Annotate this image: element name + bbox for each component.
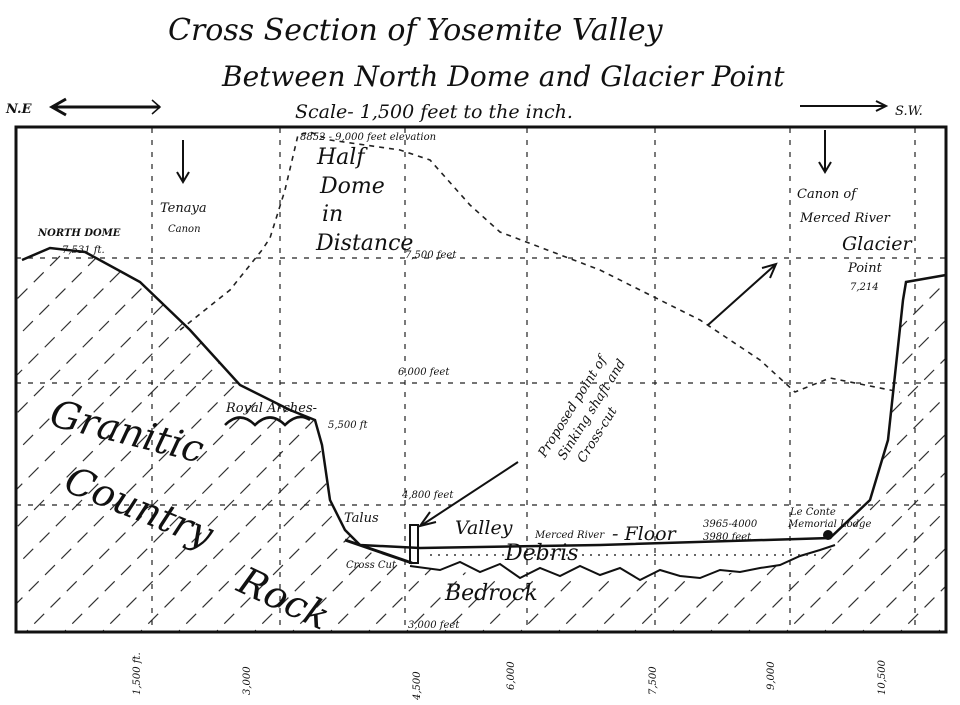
- merced-arrow-icon: [818, 130, 832, 174]
- hatch-line: [16, 248, 115, 632]
- royal-arches-label: Royal Arches-: [225, 401, 317, 416]
- tenaya-arrow-icon: [176, 140, 190, 184]
- x-tick: 6,000: [506, 661, 517, 690]
- hatch-line: [739, 248, 946, 632]
- cross-cut-label: Cross Cut: [346, 560, 397, 571]
- x-tick: 9,000: [766, 661, 777, 690]
- x-tick: 10,500: [877, 659, 888, 695]
- hatch-line: [169, 248, 571, 632]
- half-dome-elevation: 8852 - 9,000 feet elevation: [300, 132, 436, 143]
- hatch-line: [625, 248, 946, 632]
- floor-elevation-1: 3965-4000: [703, 519, 758, 530]
- scale-label: Scale- 1,500 feet to the inch.: [295, 101, 573, 123]
- hatch-line: [549, 248, 946, 632]
- glacier-point-line-2: Point: [847, 261, 883, 276]
- le-conte-line-1: Le Conte: [789, 507, 836, 518]
- debris-label: Debris: [504, 541, 579, 566]
- hatch-line: [777, 248, 946, 632]
- royal-arches-icon: [224, 415, 311, 427]
- x-tick: 3,000: [242, 666, 253, 695]
- grid-lines: [16, 128, 946, 632]
- hatch-line: [283, 248, 685, 632]
- ne-label: N.E: [5, 102, 33, 117]
- le-conte-lodge-marker: [823, 530, 833, 540]
- hatch-line: [16, 248, 153, 632]
- bedrock-label: Bedrock: [444, 581, 538, 606]
- merced-river-label: Merced River: [534, 530, 605, 541]
- elevation-7500: 7,500 feet: [405, 250, 457, 261]
- hatch-line: [701, 248, 946, 632]
- ne-arrow-icon: [48, 97, 162, 117]
- glacier-line-arrow-icon: [707, 262, 778, 326]
- tenaya-line-2: Canon: [168, 224, 201, 235]
- north-dome-elevation: 7,531 ft.: [62, 245, 105, 256]
- talus-label: Talus: [344, 511, 379, 526]
- x-tick: 7,500: [648, 666, 659, 695]
- half-dome-line-4: Distance: [315, 231, 413, 256]
- cross-cut: [344, 538, 413, 565]
- royal-arches-elevation: 5,500 ft: [328, 420, 369, 431]
- north-dome-label: NORTH DOME: [37, 228, 121, 239]
- hatch-line: [16, 248, 191, 632]
- glacier-point-elevation: 7,214: [850, 282, 879, 293]
- rock-label: Rock: [230, 558, 336, 639]
- sw-label: S.W.: [895, 104, 923, 119]
- merced-canon-line-1: Canon of: [797, 187, 858, 202]
- x-axis-ticks: 1,500 ft. 3,000 4,500 6,000 7,500 9,000 …: [132, 652, 888, 701]
- floor-label: - Floor: [612, 523, 678, 545]
- hatch-line: [16, 248, 39, 632]
- half-dome-line-3: in: [322, 202, 343, 227]
- sw-arrow-icon: [800, 100, 889, 112]
- hatch-line: [853, 248, 946, 632]
- valley-label: Valley: [455, 517, 513, 539]
- bedrock-boundary: [409, 544, 836, 582]
- hatch-line: [815, 248, 946, 632]
- hatch-line: [16, 248, 77, 632]
- elevation-4800: 4,800 feet: [401, 490, 454, 501]
- proposed-arrow-icon: [417, 461, 519, 528]
- half-dome-line-2: Dome: [319, 174, 385, 199]
- half-dome-line-1: Half: [316, 145, 368, 170]
- elevation-3000: 3,000 feet: [408, 620, 460, 631]
- granitic-label: Granitic: [46, 391, 209, 472]
- hatch-line: [16, 248, 229, 632]
- tenaya-line-1: Tenaya: [160, 201, 207, 216]
- country-label: Country: [59, 458, 220, 557]
- x-tick: 1,500 ft.: [132, 652, 143, 695]
- le-conte-line-2: Memorial Lodge: [787, 519, 871, 530]
- floor-elevation-2: 3980 feet: [703, 532, 752, 543]
- glacier-point-line-1: Glacier: [842, 233, 914, 255]
- hatch-line: [473, 248, 875, 632]
- valley-profile: [21, 246, 947, 550]
- proposed-shaft-label: Proposed point of Sinking shaft and Cros…: [535, 352, 629, 466]
- hatch-line: [321, 248, 723, 632]
- half-dome-profile: [179, 131, 901, 393]
- diagram-frame: [14, 125, 948, 634]
- subtitle: Between North Dome and Glacier Point: [221, 60, 785, 93]
- merced-canon-line-2: Merced River: [799, 211, 891, 226]
- hatch-line: [435, 248, 837, 632]
- shaft: [409, 524, 419, 564]
- x-tick: 4,500: [412, 671, 423, 701]
- elevation-6000: 6,000 feet: [398, 367, 450, 378]
- title: Cross Section of Yosemite Valley: [168, 13, 664, 48]
